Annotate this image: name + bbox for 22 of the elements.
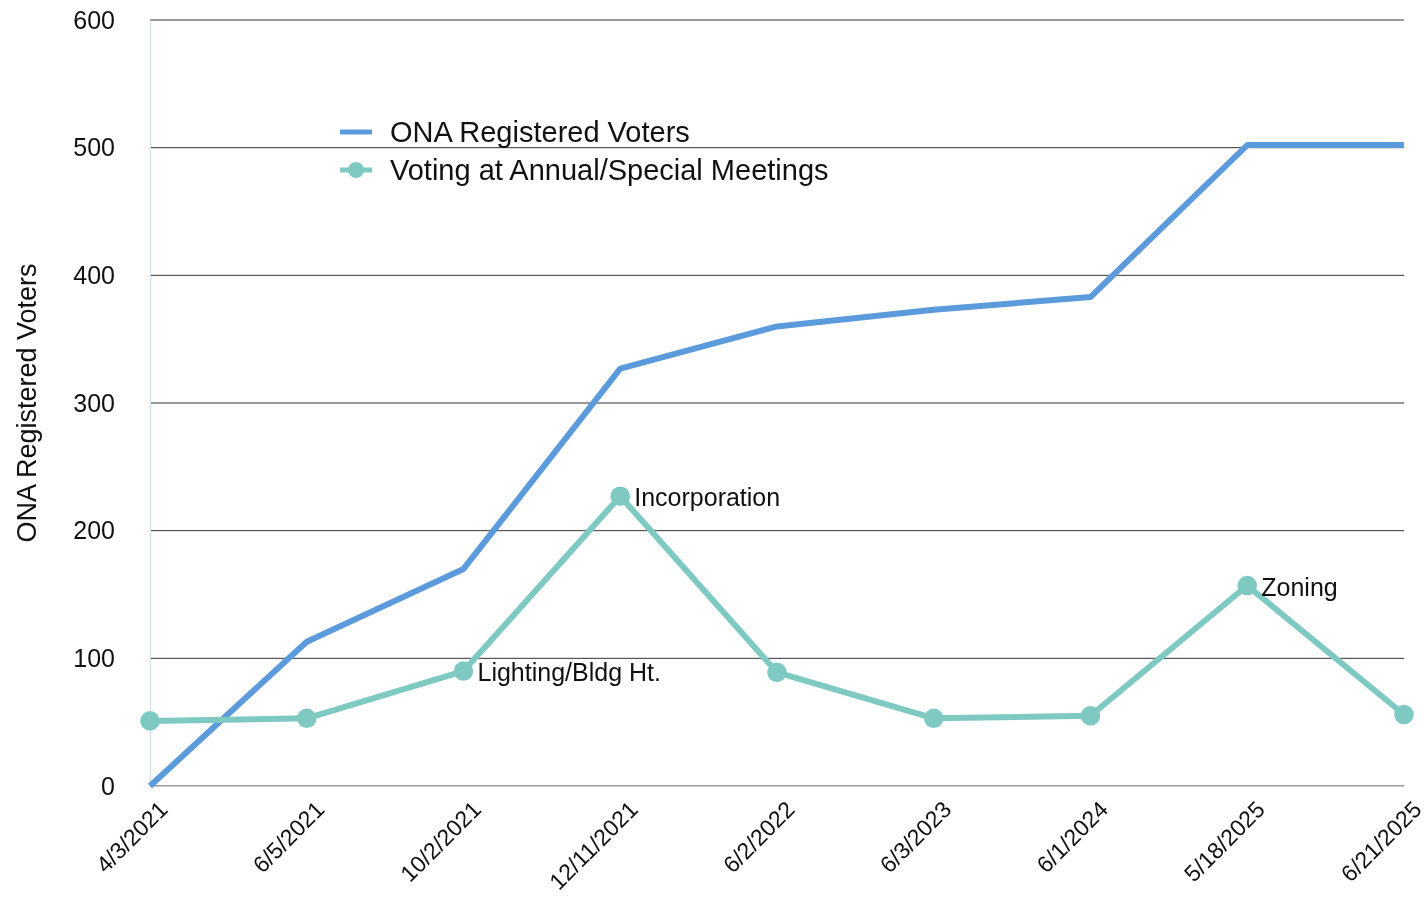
point — [923, 708, 944, 729]
point — [296, 708, 317, 729]
annotation: Incorporation — [634, 483, 781, 512]
point — [1394, 704, 1414, 725]
point — [767, 662, 787, 683]
y-tick-label: 600 — [73, 5, 115, 34]
point — [610, 486, 631, 506]
point — [1237, 575, 1258, 596]
legend-label: ONA Registered Voters — [390, 116, 690, 149]
y-tick-label: 400 — [73, 260, 115, 289]
y-tick-label: 300 — [73, 388, 115, 417]
y-tick-label: 500 — [73, 133, 115, 162]
y-tick-label: 200 — [73, 516, 115, 545]
y-tick-label: 0 — [101, 771, 115, 800]
annotation: Lighting/Bldg Ht. — [477, 658, 661, 687]
point — [453, 661, 474, 681]
y-axis-title: ONA Registered Voters — [12, 263, 42, 543]
y-tick-label: 100 — [73, 643, 115, 672]
annotation: Zoning — [1261, 572, 1338, 601]
point — [140, 711, 160, 731]
point — [1080, 706, 1101, 726]
legend-label: Voting at Annual/Special Meetings — [390, 154, 829, 187]
